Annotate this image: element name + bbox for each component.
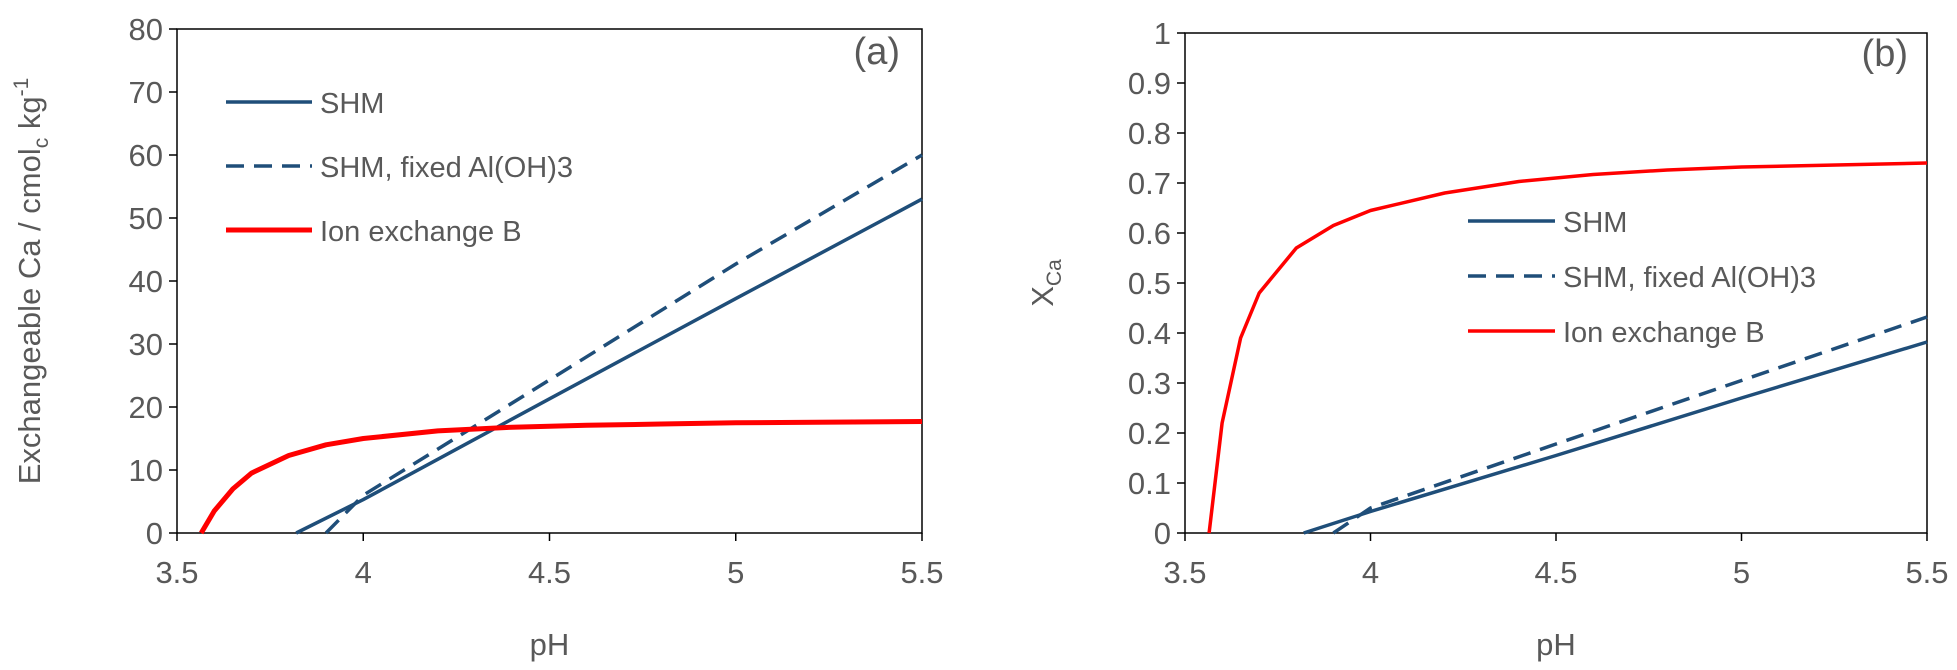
y-tick-label: 10 bbox=[129, 453, 163, 488]
y-tick-label: 30 bbox=[129, 327, 163, 362]
y-tick-label: 20 bbox=[129, 390, 163, 425]
x-tick-label: 5 bbox=[727, 555, 744, 590]
series-line-1 bbox=[1303, 340, 1928, 535]
y-axis-label: XCa bbox=[1025, 259, 1066, 307]
x-tick-label: 5.5 bbox=[1905, 555, 1948, 590]
series-line-1 bbox=[295, 197, 923, 535]
y-tick-label: 60 bbox=[129, 138, 163, 173]
panel-label: (b) bbox=[1862, 33, 1908, 75]
y-tick-label: 0 bbox=[146, 516, 163, 551]
panel-label: (a) bbox=[854, 31, 900, 73]
y-tick-label: 0.8 bbox=[1128, 116, 1171, 151]
y-tick-label: 0 bbox=[1154, 516, 1171, 551]
legend-label: SHM, fixed Al(OH)3 bbox=[1563, 262, 1816, 294]
x-tick-label: 4.5 bbox=[1534, 555, 1577, 590]
y-tick-label: 0.5 bbox=[1128, 266, 1171, 301]
x-tick-label: 3.5 bbox=[155, 555, 198, 590]
x-tick-label: 4 bbox=[1362, 555, 1379, 590]
chart-panel-a: 0 10 20 30 40 50 60 70 80 3.5 4 4.5 5 5.5 pH Exchangeab… bbox=[10, 12, 944, 662]
series-line-2 bbox=[1332, 315, 1928, 535]
x-axis-label: pH bbox=[1536, 627, 1576, 662]
chart-panel-b: 0 0.1 0.2 0.3 0.4 0.5 0.6 0.7 0.8 0.9 1 3.5 4 4.5 5 5.5… bbox=[1025, 16, 1949, 662]
y-tick-label: 0.3 bbox=[1128, 366, 1171, 401]
legend-label: SHM bbox=[320, 88, 384, 120]
x-tick-label: 5 bbox=[1733, 555, 1750, 590]
legend-label: Ion exchange B bbox=[1563, 317, 1765, 349]
series-line-3 bbox=[1207, 161, 1928, 534]
y-tick-label: 80 bbox=[129, 12, 163, 47]
y-tick-label: 0.9 bbox=[1128, 66, 1171, 101]
x-axis-label: pH bbox=[530, 627, 570, 662]
x-tick-label: 4 bbox=[355, 555, 372, 590]
x-tick-label: 4.5 bbox=[528, 555, 571, 590]
y-tick-label: 0.4 bbox=[1128, 316, 1171, 351]
y-tick-label: 40 bbox=[129, 264, 163, 299]
y-tick-label: 50 bbox=[129, 201, 163, 236]
legend-label: SHM bbox=[1563, 207, 1627, 239]
y-tick-label: 70 bbox=[129, 75, 163, 110]
legend-label: Ion exchange B bbox=[320, 216, 522, 248]
y-axis-label: Exchangeable Ca / cmolc kg-1 bbox=[10, 78, 53, 485]
y-tick-label: 1 bbox=[1154, 16, 1171, 51]
legend-label: SHM, fixed Al(OH)3 bbox=[320, 152, 573, 184]
y-tick-label: 0.1 bbox=[1128, 466, 1171, 501]
y-tick-label: 0.2 bbox=[1128, 416, 1171, 451]
series-line-2 bbox=[324, 153, 923, 535]
series-line-3 bbox=[199, 419, 923, 535]
x-tick-label: 3.5 bbox=[1163, 555, 1206, 590]
y-tick-label: 0.6 bbox=[1128, 216, 1171, 251]
x-tick-label: 5.5 bbox=[900, 555, 943, 590]
y-tick-label: 0.7 bbox=[1128, 166, 1171, 201]
